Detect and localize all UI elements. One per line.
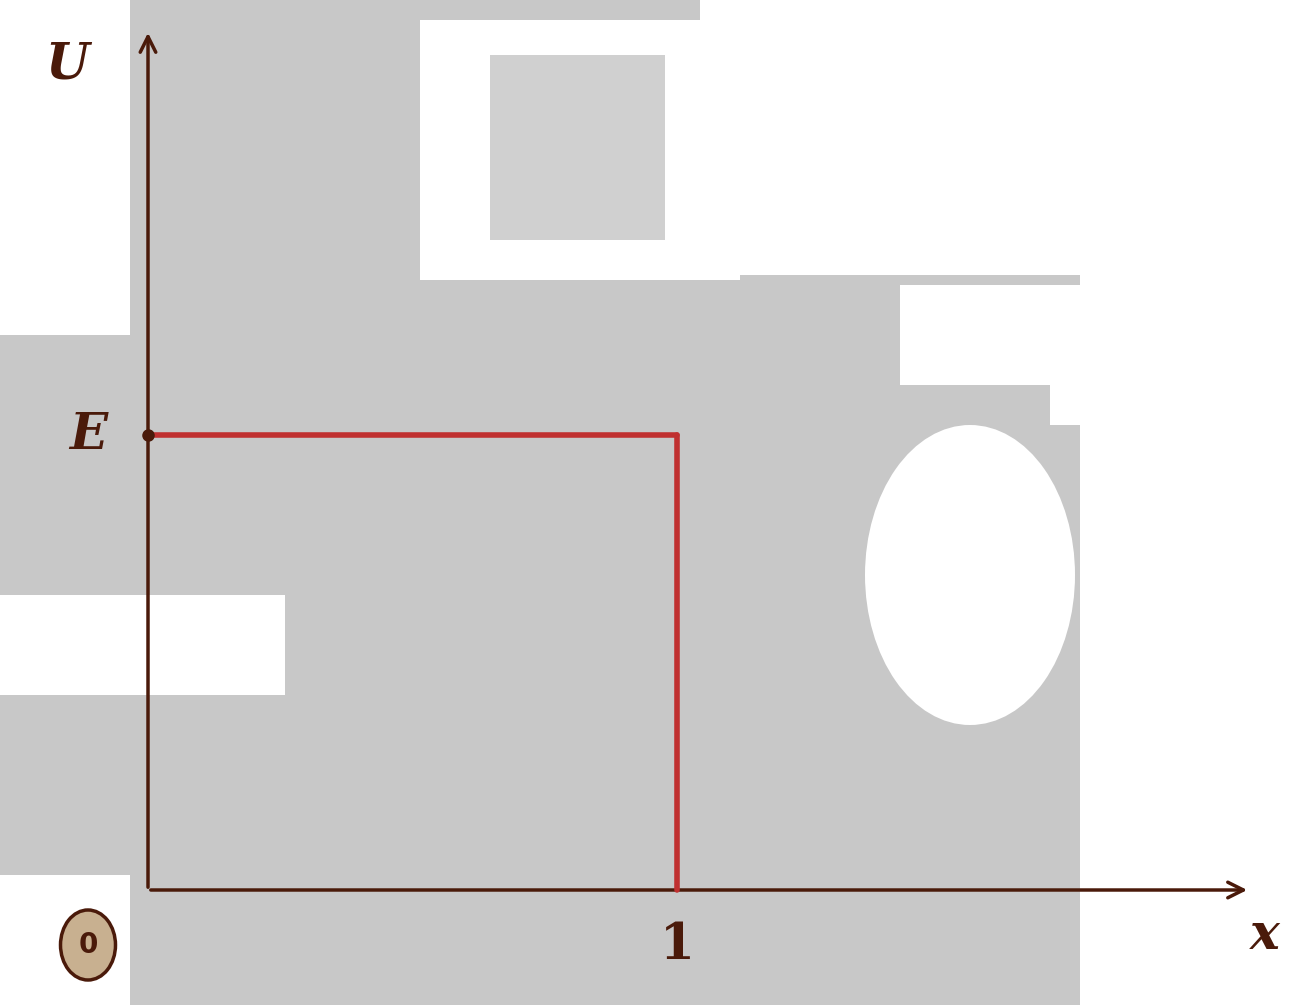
Bar: [0, 875, 130, 1005]
Bar: [0, 595, 285, 695]
Bar: [1081, 0, 1313, 1005]
Text: E: E: [70, 410, 108, 459]
Text: x: x: [1250, 911, 1280, 960]
Text: 0: 0: [79, 931, 97, 959]
Bar: [490, 65, 664, 240]
Text: U: U: [46, 40, 89, 89]
Bar: [899, 285, 1081, 385]
Bar: [700, 0, 1081, 275]
Bar: [1050, 345, 1120, 425]
Ellipse shape: [60, 910, 116, 980]
Bar: [420, 20, 741, 280]
Bar: [0, 0, 130, 335]
Bar: [490, 55, 664, 240]
Text: 1: 1: [659, 921, 695, 970]
Ellipse shape: [865, 425, 1075, 725]
